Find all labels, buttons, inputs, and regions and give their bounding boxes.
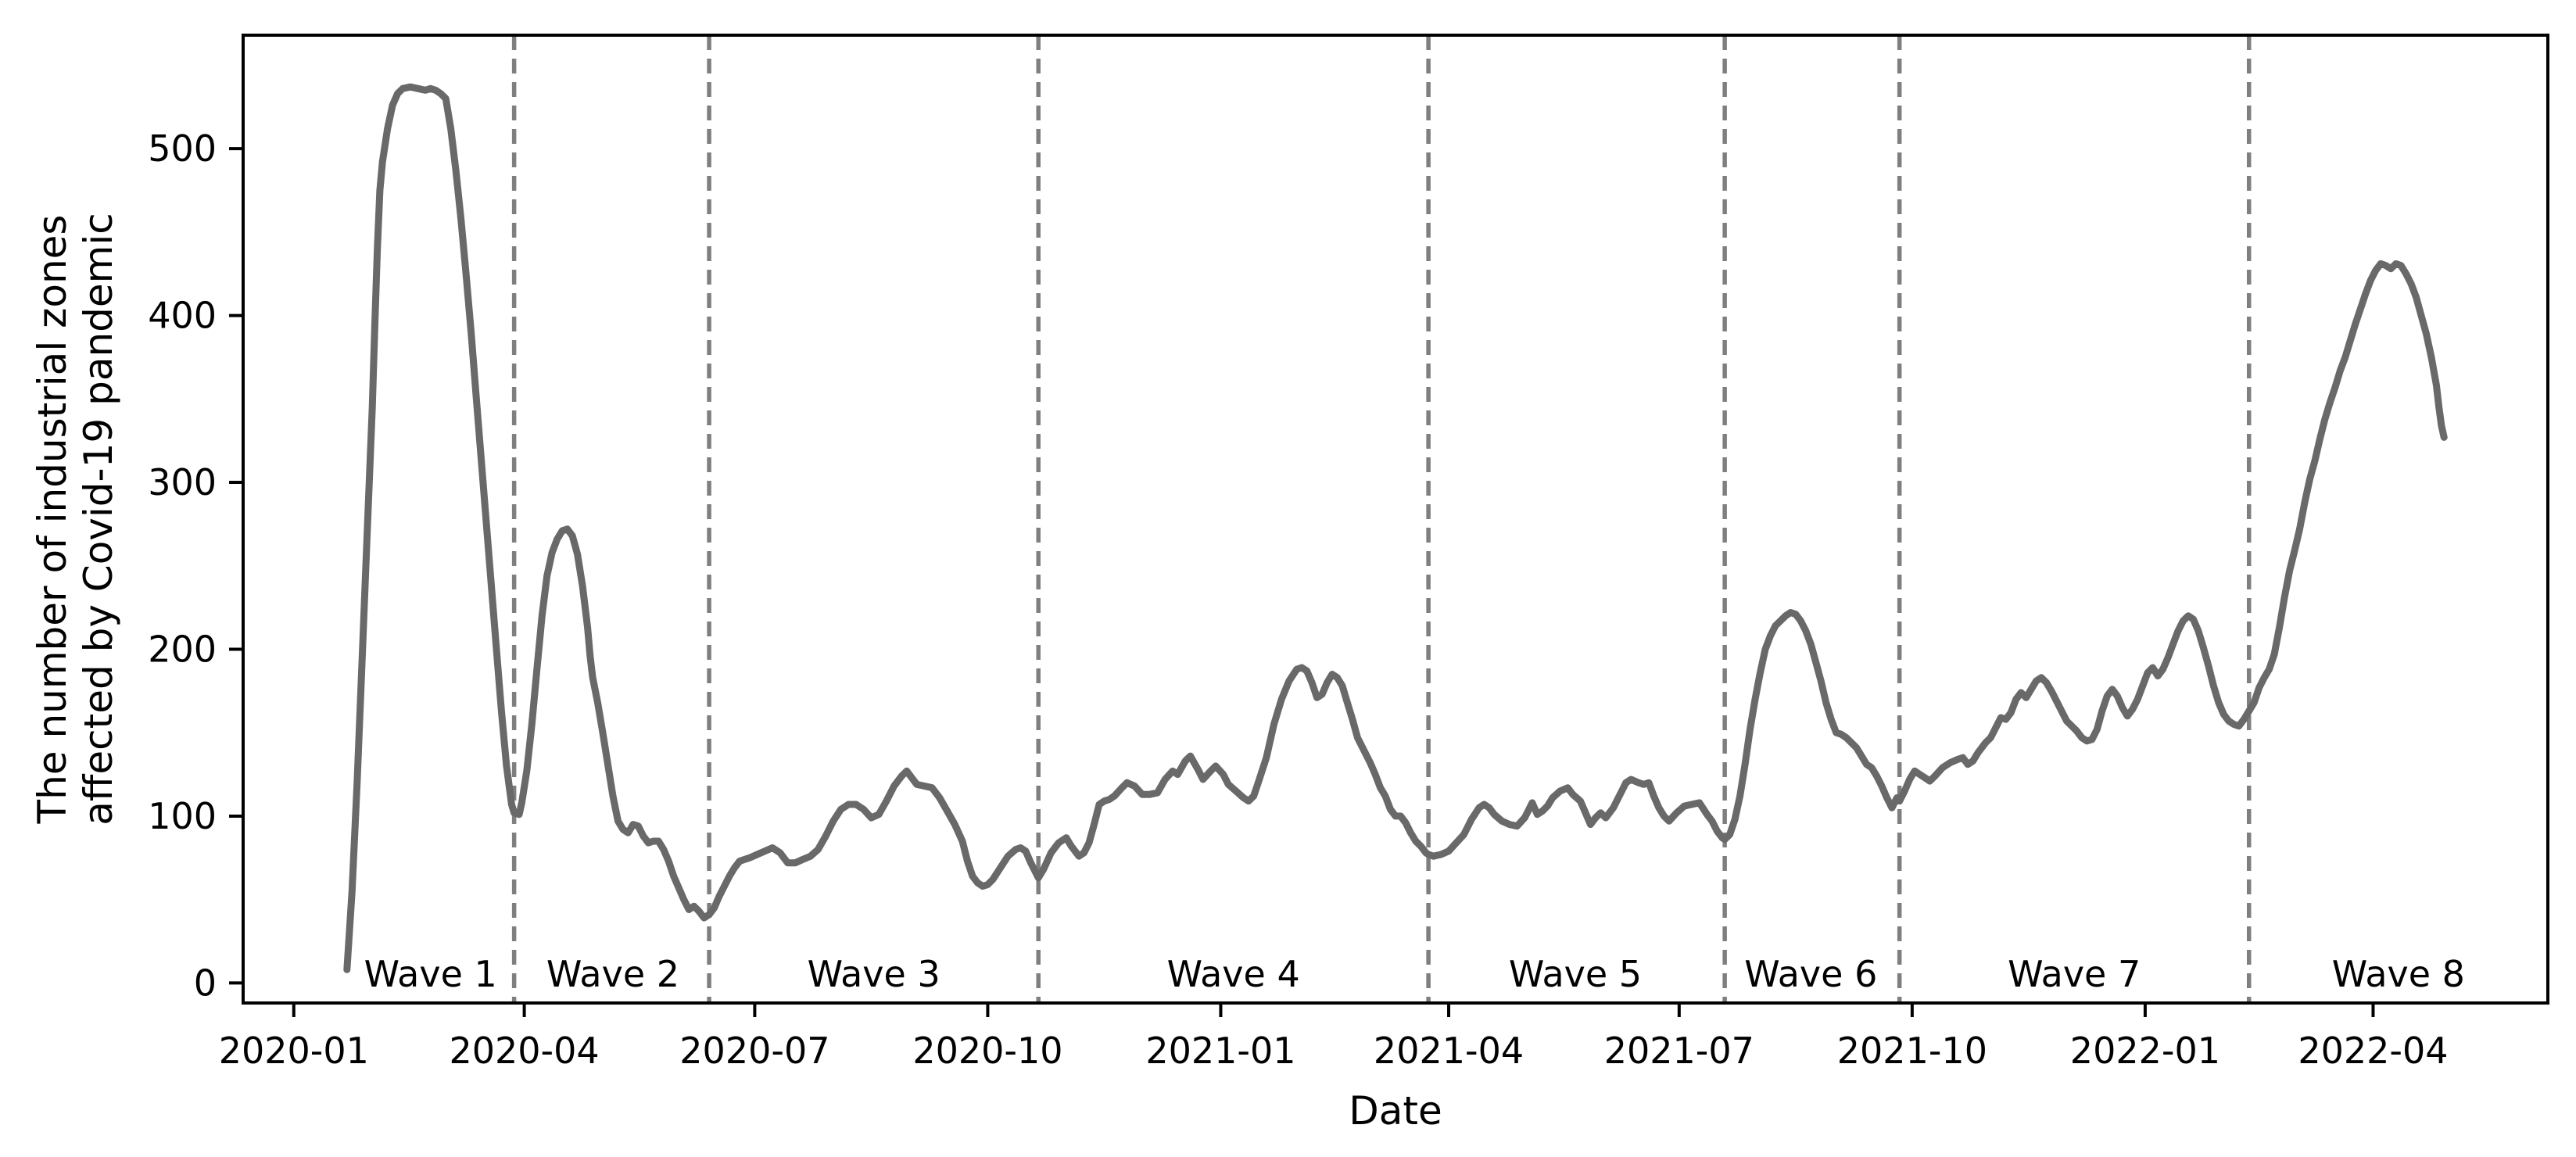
data-series	[343, 83, 2448, 973]
wave-label: Wave 3	[808, 953, 940, 995]
axes-spines-and-ticks	[229, 34, 2549, 1017]
x-tick-label: 2020-04	[449, 1030, 599, 1072]
y-tick-label: 500	[148, 127, 217, 170]
data-line	[343, 83, 2448, 973]
x-tick-label: 2020-10	[912, 1030, 1062, 1072]
wave-label: Wave 5	[1509, 953, 1642, 995]
wave-label: Wave 4	[1167, 953, 1300, 995]
wave-label: Wave 7	[2008, 953, 2141, 995]
wave-divider-lines	[511, 35, 2252, 1003]
wave-label: Wave 6	[1744, 953, 1877, 995]
y-tick-labels: 0 100 200 300 400 500	[148, 127, 217, 1004]
wave-label: Wave 2	[546, 953, 679, 995]
y-tick-label: 0	[194, 962, 217, 1004]
y-tick-label: 100	[148, 795, 217, 837]
x-tick-label: 2020-07	[679, 1030, 829, 1072]
x-tick-label: 2022-04	[2298, 1030, 2448, 1072]
y-tick-label: 200	[148, 628, 217, 670]
x-tick-label: 2021-07	[1604, 1030, 1754, 1072]
y-tick-label: 400	[148, 295, 217, 337]
x-tick-label: 2020-01	[219, 1030, 369, 1072]
wave-labels: Wave 1 Wave 2 Wave 3 Wave 4 Wave 5 Wave 6 Wave…	[364, 953, 2465, 995]
x-tick-label: 2021-04	[1374, 1030, 1524, 1072]
y-axis-label-line1: The number of industrial zones	[30, 215, 75, 825]
y-axis-label-line2: affected by Covid-19 pandemic	[76, 213, 121, 826]
wave-label: Wave 8	[2332, 953, 2465, 995]
plot-border	[242, 34, 2549, 1005]
x-tick-labels: 2020-01 2020-04 2020-07 2020-10 2021-01 2021-…	[219, 1030, 2449, 1072]
wave-label: Wave 1	[364, 953, 497, 995]
x-tick-label: 2021-01	[1145, 1030, 1295, 1072]
x-tick-label: 2021-10	[1837, 1030, 1987, 1072]
y-tick-label: 300	[148, 461, 217, 503]
x-tick-label: 2022-01	[2070, 1030, 2220, 1072]
x-axis-label: Date	[1349, 1088, 1442, 1134]
